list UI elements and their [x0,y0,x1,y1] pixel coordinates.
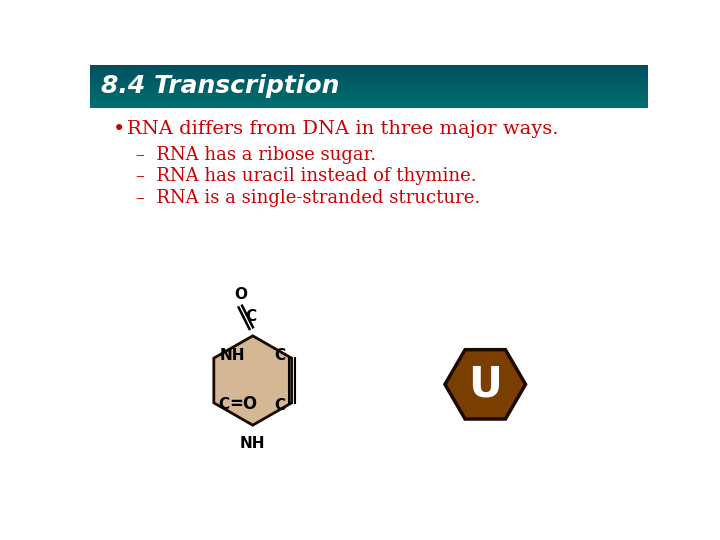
Bar [90,78,648,80]
Bar [90,72,648,73]
Text: C: C [274,348,285,362]
Bar [90,85,648,86]
Text: NH: NH [220,348,246,362]
Bar [90,86,648,87]
Bar [90,99,648,100]
Bar [90,102,648,103]
Bar [90,90,648,92]
Text: C: C [246,308,257,323]
Bar [90,76,648,77]
Bar [90,97,648,98]
Bar [90,66,648,68]
Bar [90,93,648,95]
Bar [90,92,648,94]
Bar [90,65,648,66]
Bar [90,100,648,101]
Bar [90,75,648,76]
Bar [90,106,648,107]
Text: C: C [274,399,285,414]
Text: =O: =O [230,395,258,414]
Polygon shape [445,350,526,419]
Bar [90,87,648,89]
Bar [90,88,648,90]
Bar [90,79,648,81]
Bar [90,91,648,93]
Bar [90,70,648,71]
Bar [90,78,648,79]
Bar [90,101,648,102]
Polygon shape [214,336,292,425]
Text: –  RNA has a ribose sugar.: – RNA has a ribose sugar. [137,146,377,164]
Text: –  RNA has uracil instead of thymine.: – RNA has uracil instead of thymine. [137,167,477,185]
Text: –  RNA is a single-stranded structure.: – RNA is a single-stranded structure. [137,189,481,207]
Text: RNA differs from DNA in three major ways.: RNA differs from DNA in three major ways… [127,120,559,138]
Bar [90,84,648,85]
Bar [90,105,648,106]
Bar [90,69,648,71]
Bar [90,89,648,91]
Bar [90,82,648,83]
Text: 8.4 Transcription: 8.4 Transcription [101,74,339,98]
Bar [90,103,648,104]
Bar [90,73,648,75]
Bar [90,83,648,84]
Text: U: U [468,363,502,406]
Bar [90,104,648,105]
Bar [90,77,648,78]
Bar [90,80,648,82]
Text: NH: NH [240,436,266,451]
Text: C: C [218,397,230,412]
Bar [90,96,648,97]
Text: O: O [234,287,247,302]
Bar [90,94,648,96]
Bar [90,71,648,72]
Bar [90,68,648,70]
Bar [90,98,648,99]
Text: •: • [113,119,125,139]
Bar [90,67,648,69]
